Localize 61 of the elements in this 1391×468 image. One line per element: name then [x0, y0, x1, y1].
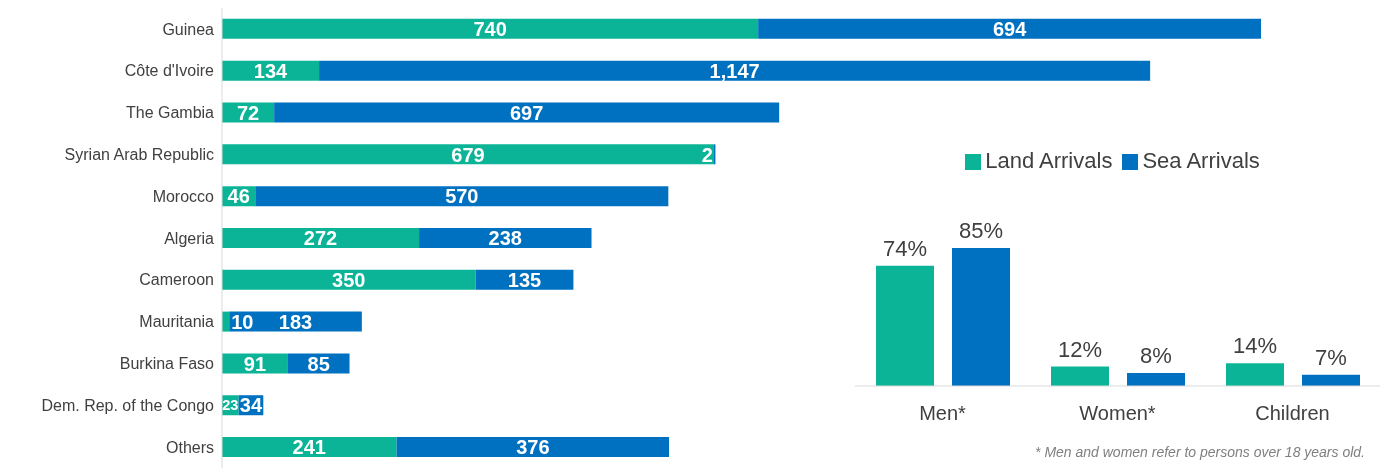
bar: [396, 437, 670, 458]
data-label: 238: [488, 227, 522, 250]
bar: [222, 227, 420, 248]
bar: [876, 265, 934, 386]
y-tick-label: Guinea: [162, 20, 215, 38]
data-label: 34: [239, 394, 263, 417]
data-label: 12%: [1057, 336, 1103, 362]
data-label: 74%: [882, 235, 928, 261]
data-label: 14%: [1232, 333, 1278, 359]
y-tick-label: Cameroon: [139, 271, 214, 289]
bar: [952, 248, 1010, 386]
x-tick-label: Children: [1255, 402, 1330, 425]
legend-label: Sea Arrivals: [1142, 148, 1260, 173]
data-label: 46: [227, 185, 250, 208]
bar: [222, 269, 476, 290]
y-tick-label: Mauritania: [139, 313, 215, 331]
data-label: 10: [231, 310, 254, 333]
data-label: 72: [236, 101, 260, 124]
y-tick-label: Others: [165, 438, 214, 456]
data-label: 570: [445, 185, 479, 208]
y-tick-label: Algeria: [164, 229, 215, 247]
legend-label: Land Arrivals: [985, 148, 1113, 173]
data-label: 350: [332, 268, 366, 291]
data-label: 1,147: [709, 59, 760, 82]
data-label: 85: [307, 352, 330, 375]
y-tick-label: Côte d'Ivoire: [124, 62, 215, 80]
data-label: 241: [292, 436, 326, 459]
bar: [222, 437, 397, 458]
data-label: 2: [701, 143, 713, 166]
data-label: 376: [516, 436, 550, 459]
data-label: 697: [509, 101, 544, 124]
y-tick-label: Dem. Rep. of the Congo: [41, 396, 215, 414]
bar: [319, 60, 1151, 81]
data-label: 23: [222, 397, 239, 414]
data-label: 135: [507, 268, 542, 291]
bar: [1127, 373, 1185, 386]
bar: [222, 144, 714, 165]
data-label: 8%: [1140, 343, 1172, 369]
bar: [758, 18, 1261, 39]
data-label: 134: [253, 59, 289, 82]
x-tick-label: Women*: [1079, 402, 1156, 425]
data-label: 272: [303, 227, 338, 250]
bar: [274, 102, 780, 123]
data-label: 85%: [958, 218, 1004, 243]
data-label: 91: [243, 352, 267, 375]
bar: [1051, 366, 1109, 386]
data-label: 679: [451, 143, 485, 166]
x-tick-label: Men*: [919, 402, 967, 425]
y-tick-label: The Gambia: [125, 104, 215, 122]
annotation: * Men and women refer to persons over 18 years old.: [1034, 444, 1366, 460]
y-tick-label: Morocco: [152, 187, 215, 205]
data-label: 694: [992, 18, 1028, 41]
data-label: 740: [473, 18, 507, 41]
bar: [255, 186, 669, 207]
y-tick-label: Burkina Faso: [119, 355, 215, 373]
y-tick-label: Syrian Arab Republic: [64, 146, 214, 164]
bar: [222, 18, 759, 39]
data-label: 183: [278, 310, 313, 333]
bar: [419, 227, 592, 248]
data-label: 7%: [1315, 344, 1347, 370]
bar: [1226, 363, 1284, 386]
